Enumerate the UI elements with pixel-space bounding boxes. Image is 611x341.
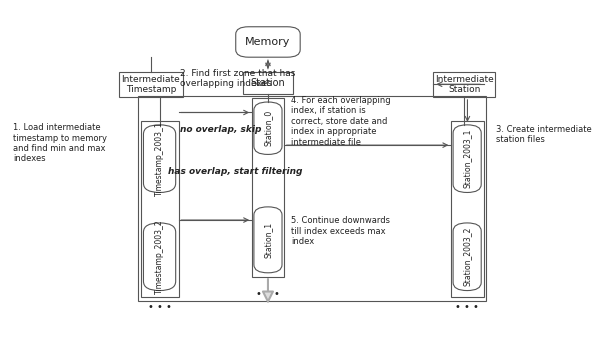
FancyBboxPatch shape bbox=[243, 72, 293, 93]
FancyBboxPatch shape bbox=[254, 207, 282, 273]
Text: Intermediate
Station: Intermediate Station bbox=[435, 75, 494, 94]
Text: Intermediate
Timestamp: Intermediate Timestamp bbox=[122, 75, 180, 94]
Text: 5. Continue downwards
till index exceeds max
index: 5. Continue downwards till index exceeds… bbox=[291, 216, 390, 246]
Text: Station: Station bbox=[251, 77, 285, 88]
FancyBboxPatch shape bbox=[453, 125, 481, 192]
Text: Station_2003_2: Station_2003_2 bbox=[463, 227, 472, 286]
Text: 2. Find first zone that has
overlapping indexes: 2. Find first zone that has overlapping … bbox=[180, 69, 296, 88]
FancyBboxPatch shape bbox=[453, 223, 481, 291]
Text: Timestamp_2003_2: Timestamp_2003_2 bbox=[155, 220, 164, 294]
Text: no overlap, skip: no overlap, skip bbox=[180, 125, 262, 134]
Text: Station_2003_1: Station_2003_1 bbox=[463, 129, 472, 188]
FancyBboxPatch shape bbox=[144, 125, 176, 192]
Text: Station_1: Station_1 bbox=[263, 222, 273, 258]
Text: Station_0: Station_0 bbox=[263, 110, 273, 146]
Text: has overlap, start filtering: has overlap, start filtering bbox=[169, 167, 303, 176]
FancyBboxPatch shape bbox=[254, 102, 282, 154]
Text: • • •: • • • bbox=[256, 289, 280, 299]
Text: Memory: Memory bbox=[245, 37, 291, 47]
Text: 3. Create intermediate
station files: 3. Create intermediate station files bbox=[497, 125, 592, 144]
FancyBboxPatch shape bbox=[236, 27, 300, 57]
FancyBboxPatch shape bbox=[433, 72, 495, 97]
Text: Timestamp_2003_1: Timestamp_2003_1 bbox=[155, 121, 164, 196]
Text: 4. For each overlapping
index, if station is
correct, store date and
index in ap: 4. For each overlapping index, if statio… bbox=[291, 96, 391, 147]
Text: 1. Load intermediate
timestamp to memory
and find min and max
indexes: 1. Load intermediate timestamp to memory… bbox=[13, 123, 107, 163]
FancyBboxPatch shape bbox=[119, 72, 183, 97]
FancyBboxPatch shape bbox=[144, 223, 176, 291]
Text: • • •: • • • bbox=[148, 302, 172, 312]
Text: • • •: • • • bbox=[455, 302, 479, 312]
